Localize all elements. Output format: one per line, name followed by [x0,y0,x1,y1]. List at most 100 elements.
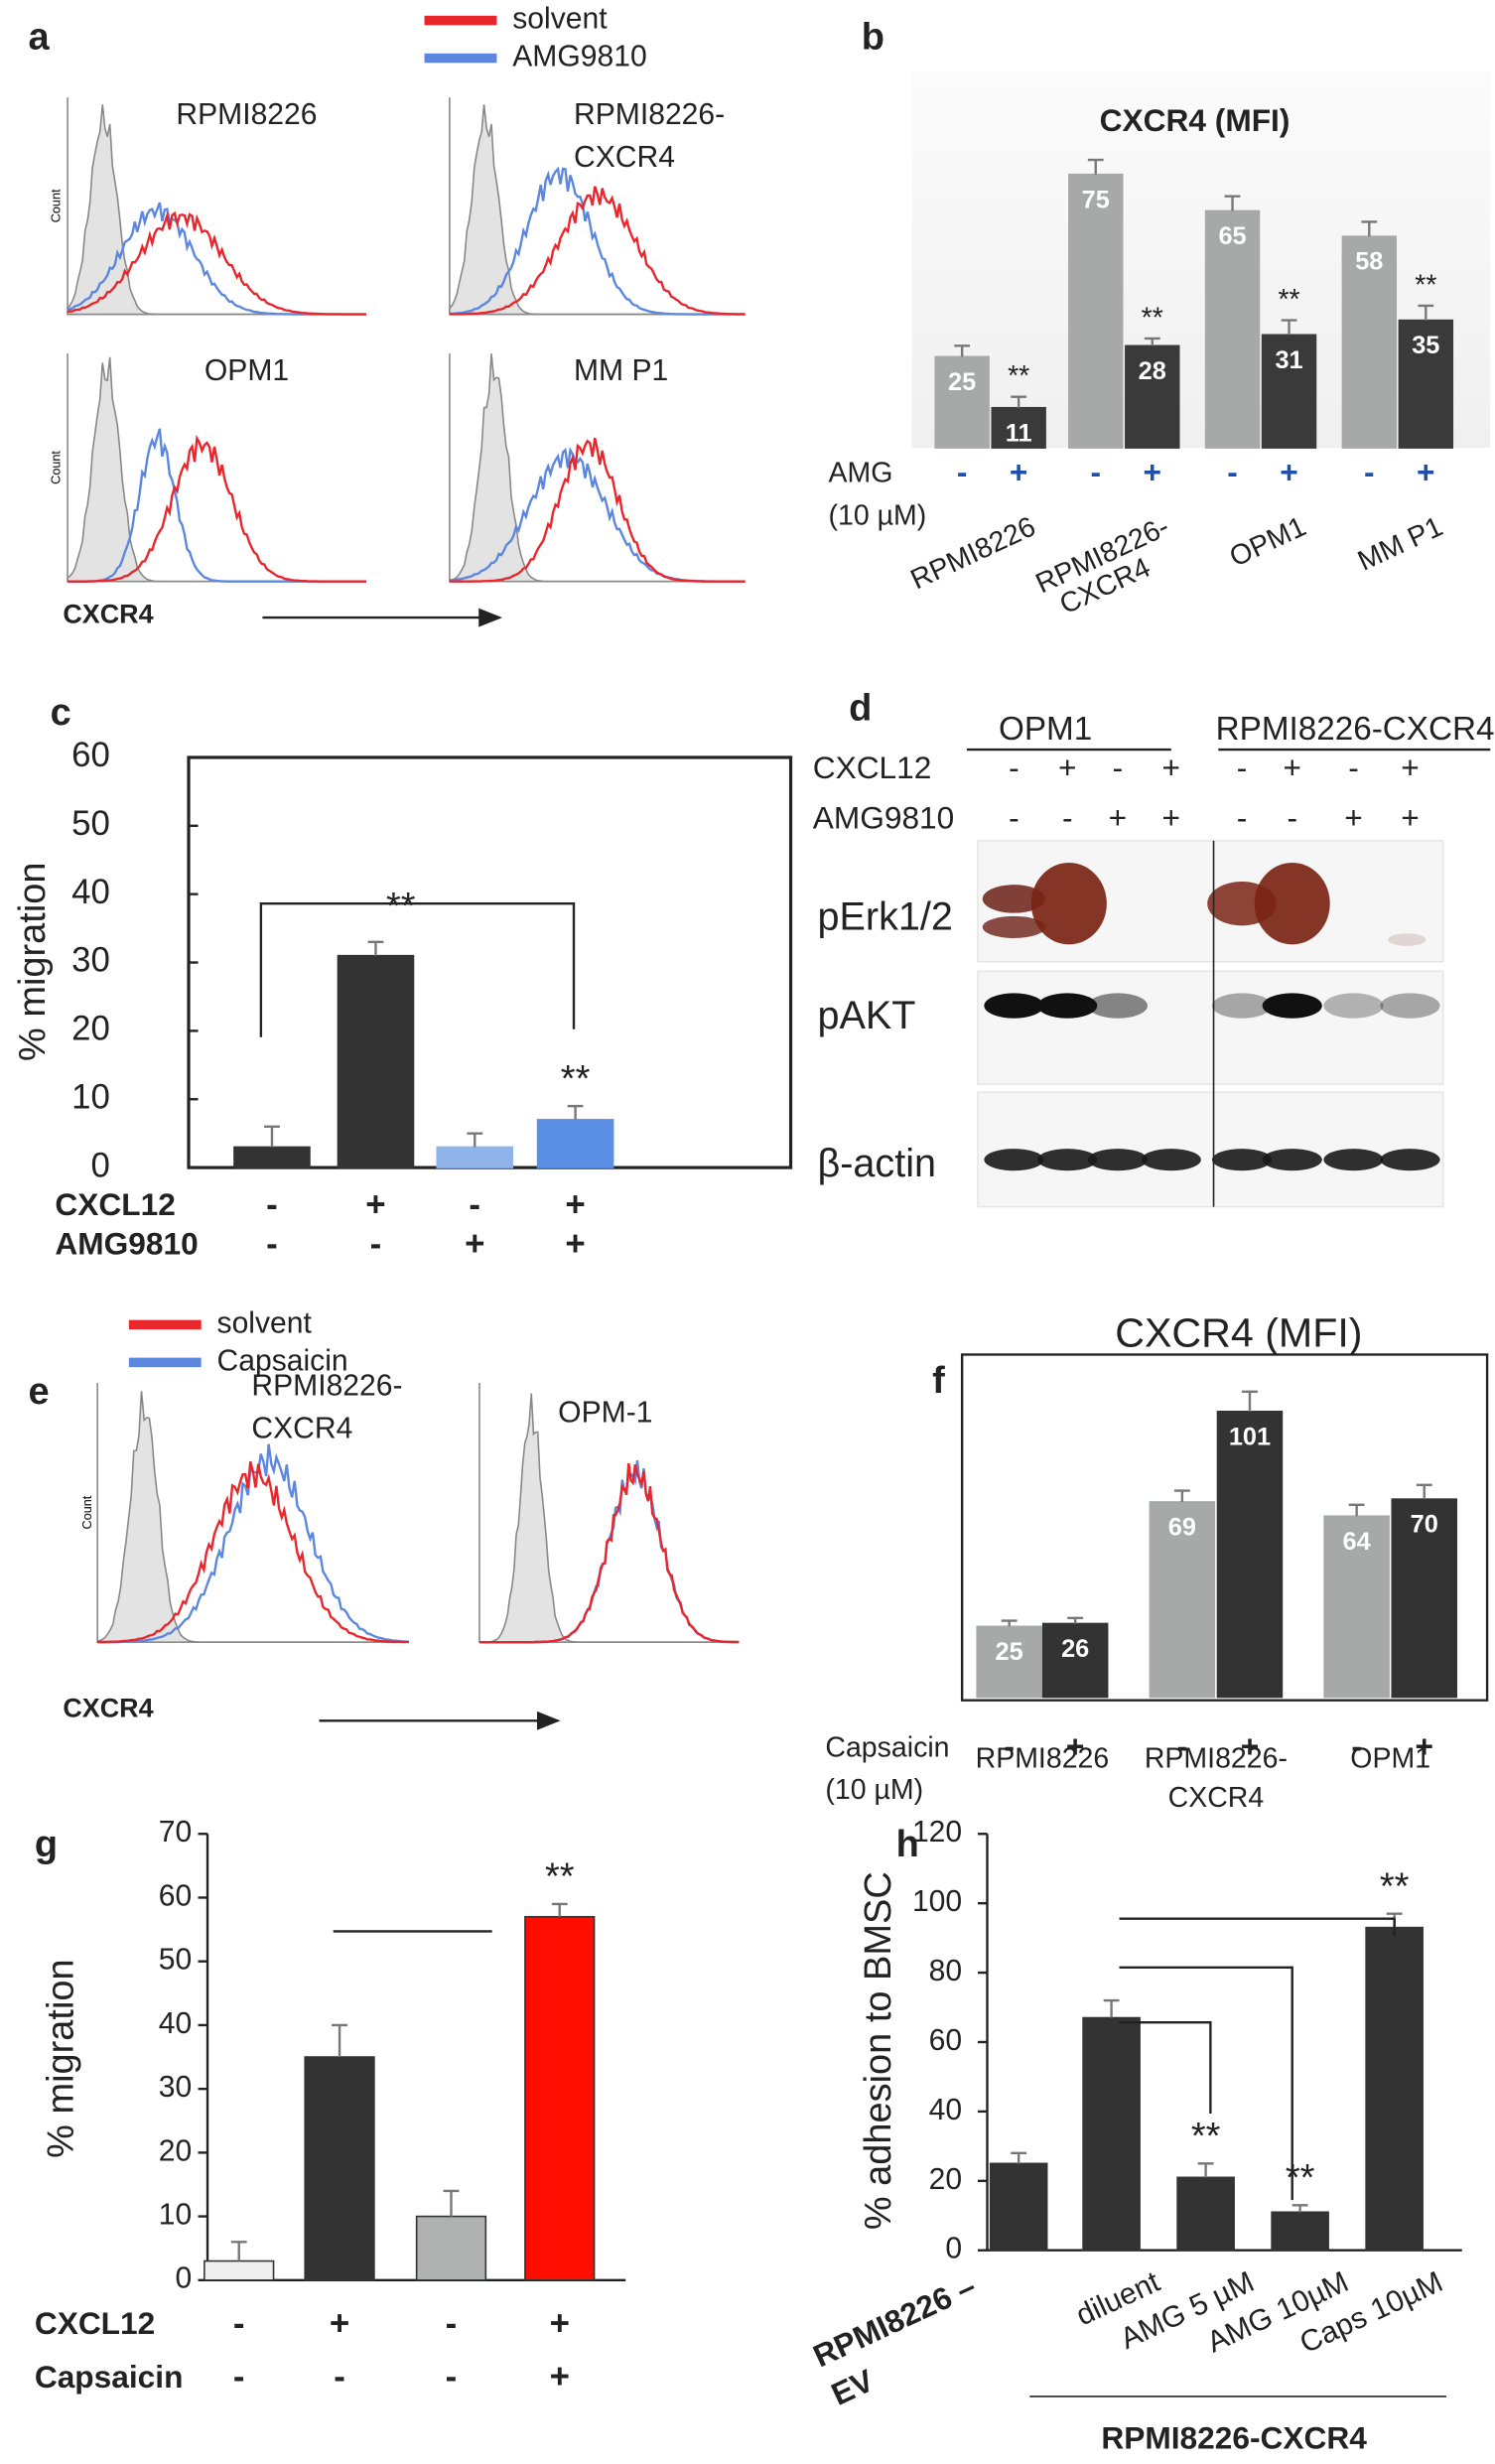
category-label: MM P1 [1353,510,1447,577]
blot-panel [977,1091,1444,1208]
significance: ** [545,1856,575,1898]
band [1087,993,1149,1019]
bracket [1119,1966,1293,2201]
significance: ** [1278,284,1299,316]
histogram-line [68,434,366,583]
band [1211,993,1273,1019]
error-bar [1348,1503,1365,1517]
sign: - [446,2304,458,2343]
error-bar [1242,1390,1258,1412]
blot-panel [977,970,1444,1085]
error-bar [1281,319,1297,336]
value-label: 101 [1229,1423,1271,1450]
y-label: Count [49,451,63,484]
y-label: Count [49,189,63,222]
category-label: OPM1 [1225,510,1311,573]
bar [1398,319,1454,449]
bar [989,2162,1048,2252]
sign: + [1415,1728,1433,1764]
error-bar [1418,304,1434,321]
sign: + [1162,800,1181,836]
band [982,915,1046,938]
band [1254,863,1330,945]
sign: + [330,2304,349,2343]
y-label: % migration [40,1959,81,2158]
category-label: RPMI8226 [976,1742,1110,1774]
bar [304,2056,375,2281]
sign: + [365,1185,385,1224]
sign: - [233,2304,245,2343]
sign: - [266,1224,278,1263]
bar [1323,1515,1390,1699]
sign: + [1401,750,1420,785]
group-label: OPM1 [999,711,1092,748]
band [1037,993,1098,1019]
y-label: Count [80,1495,94,1529]
y-tick-label: 80 [929,1955,962,1987]
bar [524,1915,596,2281]
sign: + [1283,750,1301,785]
plot-label: OPM-1 [558,1397,652,1430]
sign: + [550,2358,570,2396]
band [1141,1149,1201,1171]
bar [233,1146,311,1168]
sign: + [1010,454,1028,489]
sign: - [1364,454,1375,489]
control-histogram [67,356,366,583]
y-tick-label: 20 [159,2134,192,2167]
sign: - [1062,800,1073,836]
bar [1341,235,1398,449]
sign: + [550,2304,570,2343]
histogram-line [449,437,746,583]
value-label: 64 [1343,1528,1371,1556]
plot-frame [187,755,793,1169]
condition-label: (10 µM) [825,1774,923,1806]
sign: + [1144,454,1162,489]
error-bar [467,1132,483,1148]
value-label: 25 [948,368,976,396]
value-label: 69 [1168,1514,1196,1542]
sign: + [1241,1728,1260,1764]
sign: + [565,1224,585,1263]
legend-label: solvent [217,1306,313,1339]
error-bar [1197,2162,1214,2178]
sign: - [1237,750,1248,785]
error-bar [551,1902,568,1917]
plot-frame [960,1353,1489,1702]
error-bar [1144,337,1160,346]
control-histogram [478,1393,740,1643]
chart-title: CXCR4 (MFI) [1100,102,1291,138]
condition-label: Capsaicin [825,1731,949,1763]
bar [1261,334,1317,449]
sign: + [1162,750,1181,785]
sign: + [465,1224,484,1263]
y-label: % migration [12,862,54,1061]
y-label: % adhesion to BMSC [858,1871,899,2230]
bracket [1119,1917,1396,1937]
bar [1082,2016,1141,2252]
bar [337,954,415,1168]
y-tick-label: 70 [159,1816,192,1848]
band [1323,993,1384,1019]
sign: - [1227,454,1238,489]
band [1323,1149,1384,1171]
x-label: CXCR4 [63,1693,153,1722]
plot-label: CXCR4 [574,141,675,174]
bar [415,2215,487,2281]
error-bar [567,1104,584,1120]
condition-label: Capsaicin [35,2359,184,2395]
sign: - [1004,1728,1015,1764]
bar [1041,1622,1109,1699]
panel-label: e [29,1371,50,1413]
error-bar [1011,395,1027,408]
y-tick-label: 20 [929,2163,962,2196]
significance: ** [386,886,416,927]
sign: - [469,1185,480,1224]
y-tick-label: 0 [175,2262,192,2295]
category-label: EV [826,2362,880,2411]
band [984,993,1044,1019]
significance: ** [561,1058,591,1100]
y-label: Count [49,189,63,222]
error-bar [367,940,384,956]
